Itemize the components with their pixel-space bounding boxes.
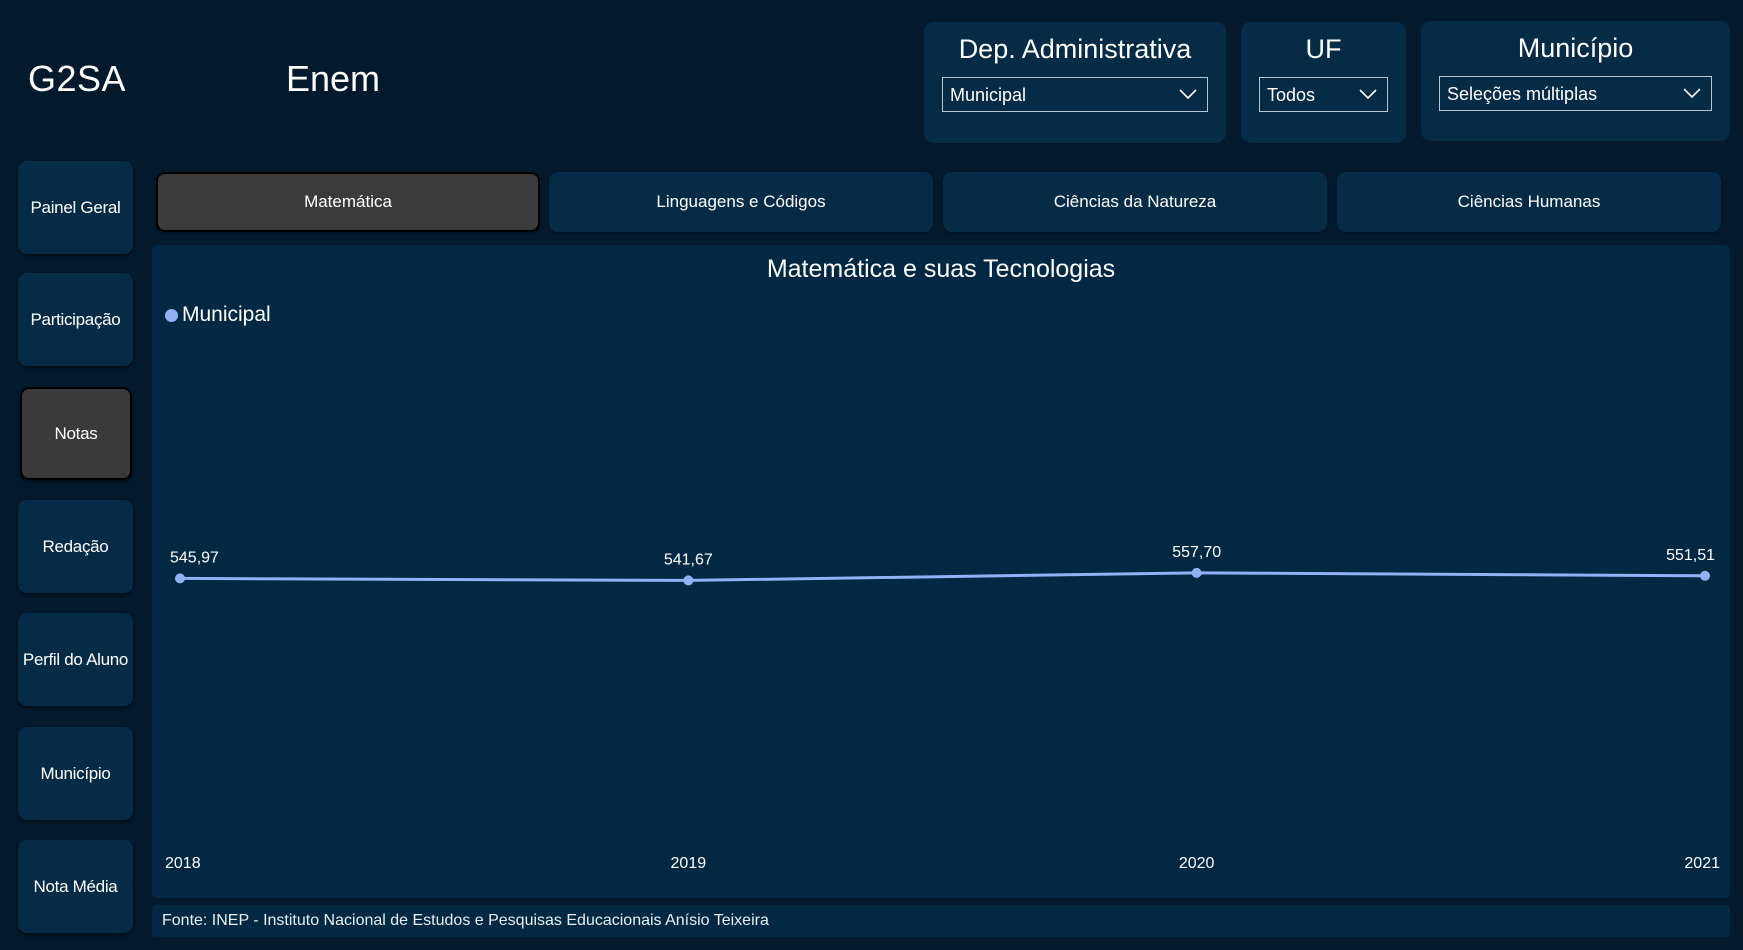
legend-label-municipal: Municipal	[182, 303, 271, 326]
nav-button-participacao[interactable]: Participação	[18, 273, 133, 366]
legend-marker-dot	[165, 308, 178, 322]
nav-button-perfil-do-aluno[interactable]: Perfil do Aluno	[18, 613, 133, 706]
tab-ciencias-humanas[interactable]: Ciências Humanas	[1337, 172, 1721, 232]
uf-value: Todos	[1267, 85, 1316, 105]
filter-card-dep-administrativa: Dep. Administrativa Municipal	[924, 22, 1226, 143]
filter-title-uf: UF	[1305, 34, 1342, 64]
series-line-municipal	[179, 571, 1706, 582]
tab-linguagens-e-codigos[interactable]: Linguagens e Códigos	[549, 172, 933, 232]
x-tick-label-2018: 2018	[165, 855, 201, 872]
data-point-2018[interactable]	[175, 573, 185, 584]
dep-administrativa-value: Municipal	[950, 85, 1027, 105]
nav-button-notas[interactable]: Notas	[20, 387, 132, 480]
filter-title-dep-administrativa: Dep. Administrativa	[958, 34, 1192, 64]
tab-matematica[interactable]: Matemática	[156, 172, 540, 232]
chart-title: Matemática e suas Tecnologias	[766, 255, 1116, 283]
uf-dropdown[interactable]: Todos	[1259, 77, 1388, 112]
chart-panel: Matemática e suas Tecnologias Municipal …	[152, 245, 1730, 898]
nav-button-municipio[interactable]: Município	[18, 727, 133, 820]
filter-title-municipio: Município	[1517, 33, 1634, 63]
chevron-down-icon	[1683, 88, 1701, 99]
line-chart: 545,97 2018 541,67 2019 557,70 2020 551,51 2021	[165, 544, 1720, 872]
brand-logo-text: G2SA	[28, 58, 127, 99]
filter-card-municipio: Município Seleções múltiplas	[1421, 21, 1730, 141]
nav-button-painel-geral[interactable]: Painel Geral	[18, 161, 133, 254]
chart-legend[interactable]: Municipal	[165, 303, 271, 327]
data-label-2021: 551,51	[1666, 547, 1715, 564]
nav-button-nota-media[interactable]: Nota Média	[18, 840, 133, 933]
source-note: Fonte: INEP - Instituto Nacional de Estu…	[152, 905, 1730, 937]
tab-ciencias-da-natureza[interactable]: Ciências da Natureza	[943, 172, 1327, 232]
data-point-2019[interactable]	[683, 575, 694, 586]
filter-card-uf: UF Todos	[1241, 22, 1406, 143]
x-tick-label-2019: 2019	[671, 855, 707, 872]
page-title: Enem	[286, 58, 381, 99]
x-tick-label-2020: 2020	[1179, 855, 1215, 872]
chevron-down-icon	[1179, 89, 1197, 100]
nav-button-redacao[interactable]: Redação	[18, 500, 133, 593]
x-tick-label-2021: 2021	[1684, 855, 1720, 872]
data-label-2018: 545,97	[170, 549, 219, 566]
data-label-2020: 557,70	[1172, 544, 1221, 561]
dep-administrativa-dropdown[interactable]: Municipal	[942, 77, 1208, 112]
municipio-value: Seleções múltiplas	[1447, 84, 1598, 104]
data-point-2021[interactable]	[1700, 570, 1710, 581]
chevron-down-icon	[1359, 89, 1377, 100]
data-point-2020[interactable]	[1191, 567, 1202, 578]
data-label-2019: 541,67	[664, 551, 713, 568]
municipio-dropdown[interactable]: Seleções múltiplas	[1439, 76, 1712, 111]
